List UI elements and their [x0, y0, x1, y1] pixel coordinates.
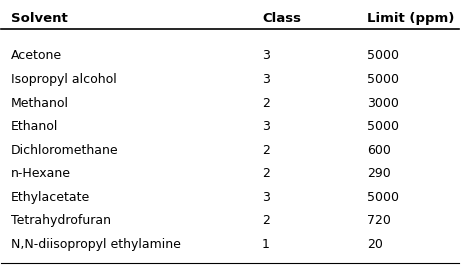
- Text: 2: 2: [262, 214, 270, 227]
- Text: 3: 3: [262, 73, 270, 86]
- Text: Ethylacetate: Ethylacetate: [10, 191, 90, 204]
- Text: 5000: 5000: [367, 49, 399, 62]
- Text: 3: 3: [262, 120, 270, 133]
- Text: 720: 720: [367, 214, 391, 227]
- Text: Class: Class: [262, 12, 301, 25]
- Text: n-Hexane: n-Hexane: [10, 167, 71, 180]
- Text: 2: 2: [262, 167, 270, 180]
- Text: 1: 1: [262, 238, 270, 251]
- Text: Isopropyl alcohol: Isopropyl alcohol: [10, 73, 116, 86]
- Text: 3: 3: [262, 49, 270, 62]
- Text: N,N-diisopropyl ethylamine: N,N-diisopropyl ethylamine: [10, 238, 181, 251]
- Text: Solvent: Solvent: [10, 12, 67, 25]
- Text: 3000: 3000: [367, 96, 399, 110]
- Text: Acetone: Acetone: [10, 49, 62, 62]
- Text: Limit (ppm): Limit (ppm): [367, 12, 455, 25]
- Text: 2: 2: [262, 144, 270, 157]
- Text: 5000: 5000: [367, 120, 399, 133]
- Text: 2: 2: [262, 96, 270, 110]
- Text: 600: 600: [367, 144, 391, 157]
- Text: 5000: 5000: [367, 191, 399, 204]
- Text: 5000: 5000: [367, 73, 399, 86]
- Text: Dichloromethane: Dichloromethane: [10, 144, 118, 157]
- Text: Ethanol: Ethanol: [10, 120, 58, 133]
- Text: 290: 290: [367, 167, 391, 180]
- Text: 20: 20: [367, 238, 383, 251]
- Text: Methanol: Methanol: [10, 96, 69, 110]
- Text: 3: 3: [262, 191, 270, 204]
- Text: Tetrahydrofuran: Tetrahydrofuran: [10, 214, 110, 227]
